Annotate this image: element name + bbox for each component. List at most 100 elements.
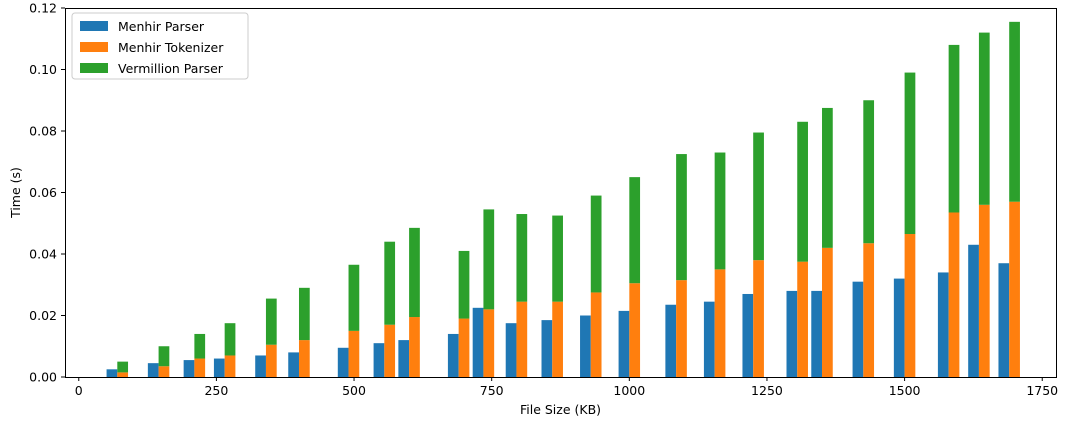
bar-vermillion-parser [117,361,129,373]
bar-vermillion-parser [676,154,687,281]
bar-menhir-tokenizer [797,261,808,377]
bar-vermillion-parser [904,72,916,235]
bar-menhir-parser [665,304,677,377]
legend-swatch [80,21,108,31]
legend-label: Menhir Tokenizer [118,40,224,55]
y-tick-label: 0.06 [29,185,57,200]
bar-menhir-tokenizer [552,301,563,377]
x-tick-label: 1750 [1026,383,1058,398]
bar-vermillion-parser [158,346,170,367]
bar-menhir-parser [337,347,349,377]
bar-menhir-tokenizer [409,317,420,377]
y-tick-label: 0.10 [29,62,57,77]
bar-menhir-parser [852,281,864,377]
y-tick-label: 0.02 [29,308,57,323]
x-tick-label: 1000 [613,383,645,398]
bar-menhir-tokenizer [117,372,129,377]
bar-menhir-parser [937,272,949,377]
bar-menhir-tokenizer [458,318,470,377]
bar-menhir-tokenizer [384,324,396,377]
bar-menhir-parser [398,340,410,377]
legend-label: Menhir Parser [118,19,205,34]
bar-menhir-tokenizer [948,212,960,377]
bar-menhir-parser [742,293,754,377]
bar-menhir-parser [505,323,517,377]
bar-menhir-parser [255,355,266,377]
x-tick-label: 500 [342,383,366,398]
bar-menhir-tokenizer [676,280,687,377]
legend-swatch [80,42,108,52]
y-tick-label: 0.12 [29,1,57,16]
bar-vermillion-parser [552,215,563,302]
bar-vermillion-parser [629,177,641,284]
bar-vermillion-parser [978,32,990,205]
bar-menhir-parser [786,290,798,377]
legend-label: Vermillion Parser [118,61,224,76]
bar-menhir-tokenizer [348,330,360,377]
bar-menhir-tokenizer [590,292,602,377]
bar-vermillion-parser [948,44,960,213]
bars-layer [106,21,1020,377]
bar-vermillion-parser [409,227,420,318]
bar-vermillion-parser [384,241,396,325]
x-axis-label: File Size (KB) [520,402,601,417]
bar-menhir-tokenizer [822,247,833,377]
bar-vermillion-parser [483,209,495,310]
bar-menhir-tokenizer [298,340,310,377]
bar-menhir-tokenizer [516,301,528,377]
bar-menhir-parser [968,244,979,377]
bar-menhir-tokenizer [194,358,206,377]
x-axis: 0 250 500 750 1000 1250 1500 1750 [75,377,1058,398]
bar-menhir-parser [618,310,630,377]
y-axis-label: Time (s) [8,167,23,219]
bar-vermillion-parser [265,298,277,345]
y-axis: 0.00 0.02 0.04 0.06 0.08 0.10 0.12 [29,1,65,385]
bar-vermillion-parser [1009,21,1020,202]
x-tick-label: 1500 [889,383,921,398]
bar-menhir-parser [541,320,553,377]
bar-vermillion-parser [298,287,310,341]
bar-vermillion-parser [753,132,764,261]
bar-vermillion-parser [863,100,875,244]
bar-menhir-tokenizer [224,355,236,377]
bar-vermillion-parser [822,107,833,248]
y-tick-label: 0.00 [29,370,57,385]
x-tick-label: 0 [75,383,83,398]
y-tick-label: 0.04 [29,247,57,262]
bar-vermillion-parser [714,152,726,270]
bar-menhir-tokenizer [978,204,990,377]
bar-vermillion-parser [224,323,236,356]
bar-menhir-parser [183,360,195,377]
x-tick-label: 750 [480,383,504,398]
bar-menhir-tokenizer [904,234,916,377]
x-tick-label: 1250 [751,383,783,398]
bar-menhir-tokenizer [265,344,277,377]
bar-vermillion-parser [516,214,528,302]
bar-menhir-tokenizer [714,269,726,377]
plot-frame [65,8,1057,378]
bar-vermillion-parser [458,250,470,319]
bar-menhir-parser [472,307,484,377]
bar-menhir-parser [373,343,385,377]
legend: Menhir Parser Menhir Tokenizer Vermillion … [71,12,249,80]
bar-menhir-parser [147,363,159,377]
x-tick-label: 250 [204,383,228,398]
bar-vermillion-parser [590,195,602,293]
bar-menhir-parser [893,278,905,377]
bar-vermillion-parser [348,264,360,331]
bar-menhir-tokenizer [158,366,170,377]
bar-menhir-parser [288,352,299,377]
bar-menhir-parser [106,369,118,377]
bar-menhir-parser [998,263,1010,377]
bar-menhir-parser [213,358,225,377]
bar-menhir-parser [580,315,591,377]
bar-menhir-parser [447,333,459,377]
bar-vermillion-parser [194,333,206,359]
bar-menhir-tokenizer [1009,201,1020,377]
bar-menhir-parser [703,301,715,377]
bar-vermillion-parser [797,121,808,262]
legend-swatch [80,63,108,73]
bar-menhir-tokenizer [753,260,764,377]
bar-menhir-tokenizer [483,309,495,377]
